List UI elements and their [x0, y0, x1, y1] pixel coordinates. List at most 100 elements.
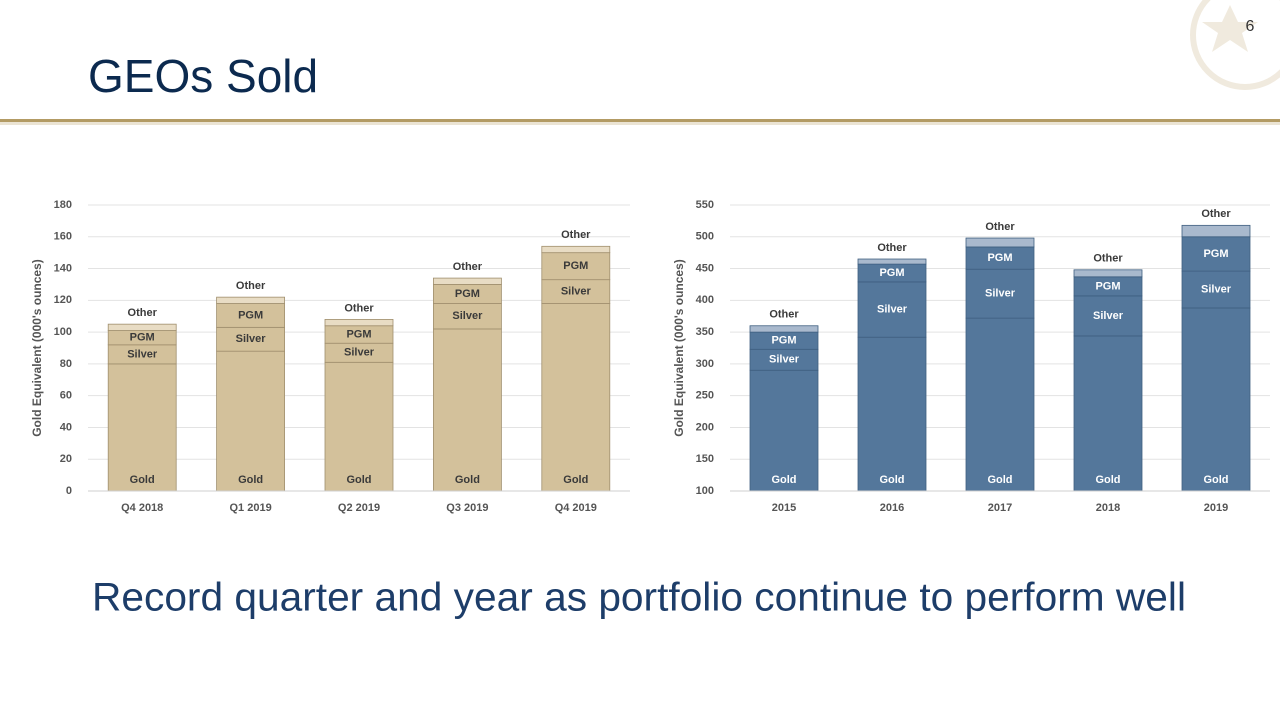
segment-label: Other — [236, 280, 266, 292]
x-tick-label: 2015 — [772, 502, 796, 514]
y-tick-label: 450 — [696, 262, 714, 274]
y-tick-label: 200 — [696, 421, 714, 433]
segment-label: Other — [1201, 208, 1231, 220]
x-tick-label: 2019 — [1204, 502, 1228, 514]
y-tick-label: 550 — [696, 199, 714, 211]
segment-label: PGM — [879, 267, 904, 279]
bar-segment — [432, 328, 502, 492]
header-rule — [0, 119, 1280, 122]
x-tick-label: Q2 2019 — [338, 502, 380, 514]
y-tick-label: 40 — [60, 421, 72, 433]
segment-label: Other — [985, 221, 1015, 233]
segment-label: Silver — [1201, 283, 1232, 295]
segment-label: PGM — [455, 288, 480, 300]
bar-segment — [432, 277, 502, 285]
y-axis-label: Gold Equivalent (000's ounces) — [30, 259, 44, 437]
bar-segment — [857, 336, 927, 492]
bar-segment — [107, 363, 177, 492]
segment-label: Silver — [127, 348, 158, 360]
segment-label: Silver — [452, 310, 483, 322]
bar-segment — [1073, 269, 1143, 278]
segment-label: Gold — [879, 474, 904, 486]
segment-label: Silver — [561, 286, 592, 298]
segment-label: Other — [1093, 253, 1123, 265]
y-tick-label: 100 — [54, 326, 72, 338]
segment-label: Other — [128, 307, 158, 319]
bar-segment — [749, 369, 819, 492]
bar-segment — [216, 350, 286, 492]
segment-label: Gold — [1095, 474, 1120, 486]
y-tick-label: 160 — [54, 231, 72, 243]
bar-segment — [541, 252, 611, 281]
x-tick-label: Q4 2019 — [555, 502, 597, 514]
bar-segment — [541, 245, 611, 254]
slide-title: GEOs Sold — [88, 50, 318, 102]
y-tick-label: 350 — [696, 326, 714, 338]
segment-label: PGM — [563, 260, 588, 272]
segment-label: Gold — [563, 474, 588, 486]
y-tick-label: 140 — [54, 262, 72, 274]
x-tick-label: Q3 2019 — [446, 502, 488, 514]
bar-segment — [857, 281, 927, 338]
segment-label: Silver — [985, 288, 1016, 300]
segment-label: Other — [561, 229, 591, 241]
bar-segment — [1181, 236, 1251, 272]
y-tick-label: 250 — [696, 390, 714, 402]
y-tick-label: 20 — [60, 453, 72, 465]
segment-label: Silver — [769, 354, 800, 366]
segment-label: Gold — [455, 474, 480, 486]
y-tick-label: 60 — [60, 390, 72, 402]
segment-label: Gold — [987, 474, 1012, 486]
y-tick-label: 80 — [60, 358, 72, 370]
bar-segment — [324, 361, 394, 492]
header-rule-shadow — [0, 122, 1280, 125]
segment-label: Silver — [236, 333, 267, 345]
bar-segment — [749, 325, 819, 333]
segment-label: Other — [344, 302, 374, 314]
bar-segment — [1073, 335, 1143, 492]
segment-label: Other — [453, 261, 483, 273]
segment-label: Other — [877, 242, 907, 254]
x-tick-label: 2017 — [988, 502, 1012, 514]
segment-label: Gold — [238, 474, 263, 486]
segment-label: Silver — [344, 347, 375, 359]
bar-segment — [1181, 270, 1251, 309]
bar-segment — [1181, 307, 1251, 492]
y-axis-label: Gold Equivalent (000's ounces) — [672, 259, 686, 437]
page-number: 6 — [1246, 18, 1255, 35]
segment-label: Gold — [1203, 474, 1228, 486]
segment-label: Other — [769, 309, 799, 321]
segment-label: PGM — [987, 252, 1012, 264]
y-tick-label: 150 — [696, 453, 714, 465]
segment-label: PGM — [346, 328, 371, 340]
segment-label: Gold — [130, 474, 155, 486]
y-tick-label: 120 — [54, 294, 72, 306]
y-tick-label: 100 — [696, 485, 714, 497]
tagline: Record quarter and year as portfolio con… — [92, 576, 1186, 620]
segment-label: PGM — [1095, 280, 1120, 292]
bar-segment — [216, 296, 286, 304]
segment-label: Silver — [1093, 310, 1124, 322]
y-tick-label: 400 — [696, 294, 714, 306]
y-tick-label: 500 — [696, 231, 714, 243]
y-tick-label: 0 — [66, 485, 72, 497]
segment-label: PGM — [771, 335, 796, 347]
bar-segment — [1181, 224, 1251, 238]
bar-segment — [965, 317, 1035, 492]
bar-segment — [324, 318, 394, 327]
bar-segment — [107, 323, 177, 331]
logo-watermark — [1190, 0, 1280, 90]
y-tick-label: 180 — [54, 199, 72, 211]
x-tick-label: Q4 2018 — [121, 502, 163, 514]
segment-label: Silver — [877, 303, 908, 315]
x-tick-label: Q1 2019 — [229, 502, 271, 514]
segment-label: Gold — [771, 474, 796, 486]
bar-segment — [1073, 295, 1143, 337]
x-tick-label: 2016 — [880, 502, 904, 514]
segment-label: PGM — [238, 309, 263, 321]
segment-label: PGM — [130, 332, 155, 344]
segment-label: PGM — [1203, 248, 1228, 260]
y-tick-label: 300 — [696, 358, 714, 370]
